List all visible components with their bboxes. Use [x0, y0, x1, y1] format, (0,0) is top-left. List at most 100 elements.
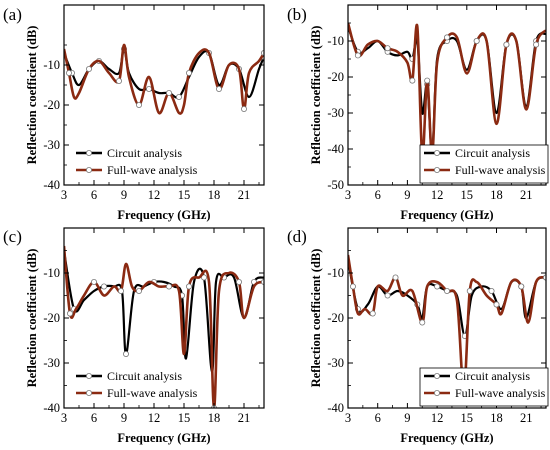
data-point-marker [175, 94, 182, 101]
legend-marker [86, 389, 93, 396]
y-tick-label: -40 [43, 178, 60, 192]
x-tick-label: 12 [148, 411, 161, 425]
x-axis-title: Frequency (GHz) [117, 431, 210, 445]
legend-label: Full-wave analysis [455, 163, 546, 177]
data-point-marker [466, 287, 473, 294]
x-axis-title: Frequency (GHz) [117, 208, 210, 222]
x-tick-label: 18 [208, 188, 221, 202]
panel-label: (a) [3, 5, 22, 24]
data-point-marker [135, 102, 142, 109]
x-tick-label: 3 [345, 188, 351, 202]
legend-box [419, 144, 549, 184]
legend-label: Circuit analysis [107, 369, 182, 383]
data-point-marker [165, 90, 172, 97]
y-tick-label: -40 [327, 401, 344, 415]
data-point-marker [118, 287, 125, 294]
x-tick-label: 9 [404, 188, 410, 202]
data-point-marker [165, 283, 172, 290]
y-axis-title: Reflection coefficient (dB) [309, 26, 323, 165]
series-group [64, 43, 264, 115]
x-tick-label: 6 [91, 188, 97, 202]
x-tick-label: 18 [208, 411, 221, 425]
x-tick-label: 9 [404, 411, 410, 425]
x-tick-label: 18 [490, 411, 503, 425]
data-point-marker [443, 287, 450, 294]
x-tick-label: 15 [178, 411, 191, 425]
data-point-marker [533, 41, 540, 48]
data-point-marker [543, 274, 546, 281]
panel-label: (b) [287, 5, 307, 24]
data-point-marker [409, 77, 416, 84]
legend-label: Full-wave analysis [455, 386, 546, 400]
x-tick-label: 3 [61, 411, 67, 425]
x-axis-title: Frequency (GHz) [400, 208, 493, 222]
chart-panel: (d) 3 6 9 12 15 18 21 -40 -30 -20 -10 Frequency (GHz… [287, 227, 549, 445]
circuit-analysis-line [64, 250, 264, 374]
x-tick-label: 9 [121, 188, 127, 202]
legend-marker [433, 149, 440, 156]
legend-label: Full-wave analysis [107, 386, 198, 400]
legend-box [419, 367, 549, 407]
x-axis-title: Frequency (GHz) [400, 431, 493, 445]
y-axis-title: Reflection coefficient (dB) [25, 249, 39, 388]
x-tick-label: 21 [238, 411, 251, 425]
legend-marker [433, 372, 440, 379]
x-tick-label: 6 [91, 411, 97, 425]
data-point-marker [419, 319, 426, 326]
x-tick-label: 21 [238, 188, 251, 202]
legend-marker [86, 149, 93, 156]
data-point-marker [384, 292, 391, 299]
legend-label: Circuit analysis [455, 146, 530, 160]
data-point-marker [86, 66, 93, 73]
legend-label: Circuit analysis [107, 146, 182, 160]
data-point-marker [91, 278, 98, 285]
legend-marker [86, 166, 93, 173]
series-group [64, 245, 264, 408]
y-tick-label: -40 [43, 401, 60, 415]
y-tick-label: -30 [43, 356, 60, 370]
panel-label: (d) [287, 227, 307, 246]
data-point-marker [349, 283, 356, 290]
y-tick-label: -20 [327, 70, 344, 84]
data-point-marker [185, 283, 192, 290]
data-point-marker [473, 38, 480, 45]
data-point-marker [240, 106, 247, 113]
x-tick-label: 12 [431, 188, 444, 202]
chart-panel: (b) 3 6 9 12 15 18 21 -50 -40 -30 -20 -10 Frequency (… [287, 4, 549, 222]
data-point-marker [518, 283, 525, 290]
y-tick-label: -30 [43, 138, 60, 152]
y-tick-label: -20 [43, 98, 60, 112]
legend-marker [433, 166, 440, 173]
data-point-marker [443, 34, 450, 41]
series-group [348, 254, 546, 392]
y-tick-label: -20 [327, 311, 344, 325]
panel-label: (c) [3, 227, 22, 246]
y-tick-label: -10 [327, 266, 344, 280]
y-axis-title: Reflection coefficient (dB) [309, 249, 323, 388]
x-tick-label: 15 [178, 188, 191, 202]
x-tick-label: 21 [520, 411, 533, 425]
data-point-marker [185, 70, 192, 77]
data-point-marker [116, 78, 123, 85]
data-point-marker [66, 70, 73, 77]
data-point-marker [135, 287, 142, 294]
x-tick-label: 3 [61, 188, 67, 202]
x-tick-label: 3 [345, 411, 351, 425]
x-tick-label: 21 [520, 188, 533, 202]
y-tick-label: -20 [43, 311, 60, 325]
y-tick-label: -30 [327, 356, 344, 370]
y-axis-title: Reflection coefficient (dB) [25, 26, 39, 165]
legend-label: Full-wave analysis [107, 163, 198, 177]
y-tick-label: -10 [43, 58, 60, 72]
legend-label: Circuit analysis [455, 369, 530, 383]
data-point-marker [503, 41, 510, 48]
data-point-marker [215, 86, 222, 93]
data-point-marker [488, 287, 495, 294]
data-point-marker [392, 274, 399, 281]
data-point-marker [424, 77, 431, 84]
x-tick-label: 9 [121, 411, 127, 425]
data-point-marker [235, 278, 242, 285]
x-tick-label: 15 [461, 188, 474, 202]
y-tick-label: -30 [327, 106, 344, 120]
